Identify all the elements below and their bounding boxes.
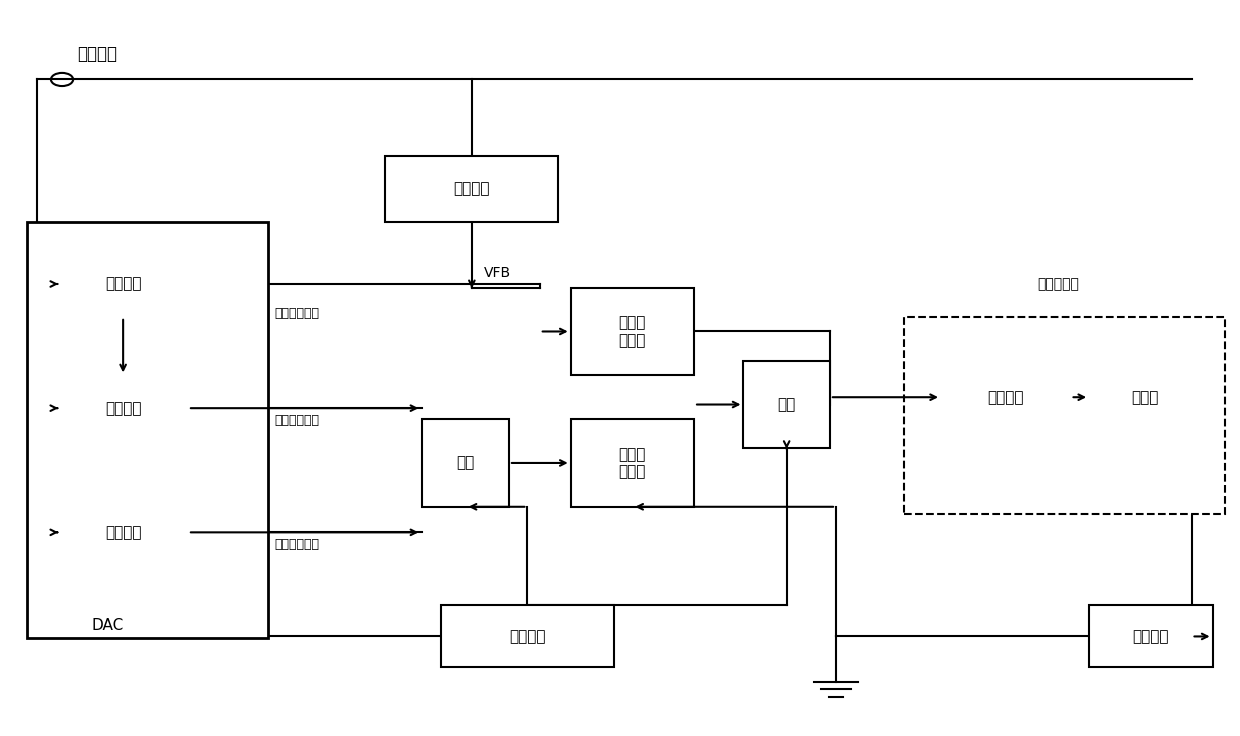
Bar bbox=[744, 361, 830, 448]
Text: 第三通道: 第三通道 bbox=[105, 277, 141, 291]
Text: 驱动电路: 驱动电路 bbox=[987, 390, 1024, 405]
Bar bbox=[1089, 606, 1213, 668]
Bar bbox=[904, 317, 1225, 514]
Text: 晶体管电路: 晶体管电路 bbox=[1038, 277, 1079, 291]
Text: 电流采样: 电流采样 bbox=[1132, 629, 1169, 644]
Text: 电压采样: 电压采样 bbox=[454, 182, 490, 197]
Text: 第一通道: 第一通道 bbox=[105, 400, 141, 416]
Bar bbox=[58, 251, 188, 317]
Bar bbox=[1089, 364, 1200, 430]
Text: 电流控
制环路: 电流控 制环路 bbox=[619, 447, 646, 479]
Text: 开关: 开关 bbox=[777, 397, 796, 412]
Text: 恒流参考基准: 恒流参考基准 bbox=[274, 538, 320, 551]
Bar bbox=[441, 606, 614, 668]
Text: 电压控
制环路: 电压控 制环路 bbox=[619, 315, 646, 347]
Text: 晶体管: 晶体管 bbox=[1131, 390, 1158, 405]
Text: VFB: VFB bbox=[484, 266, 511, 280]
Text: 输入电压: 输入电压 bbox=[77, 45, 117, 63]
Bar bbox=[27, 222, 268, 638]
Bar bbox=[58, 500, 188, 565]
Bar bbox=[570, 288, 694, 375]
Text: 恒压参考基准: 恒压参考基准 bbox=[274, 307, 320, 319]
Text: 主控单元: 主控单元 bbox=[510, 629, 546, 644]
Text: 第二通道: 第二通道 bbox=[105, 525, 141, 539]
Text: 恒阻参考基准: 恒阻参考基准 bbox=[274, 414, 320, 427]
Bar bbox=[941, 364, 1070, 430]
Bar bbox=[58, 375, 188, 441]
Bar bbox=[423, 419, 508, 507]
Text: 开关: 开关 bbox=[456, 456, 475, 470]
Bar bbox=[386, 156, 558, 222]
Bar bbox=[570, 419, 694, 507]
Text: DAC: DAC bbox=[92, 618, 124, 633]
